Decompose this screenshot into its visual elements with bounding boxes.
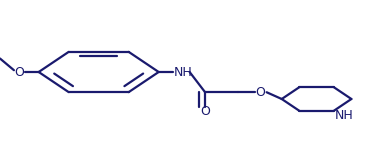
Text: O: O	[255, 86, 265, 99]
Text: O: O	[200, 105, 210, 118]
Text: NH: NH	[334, 109, 353, 122]
Text: NH: NH	[173, 66, 192, 78]
Text: O: O	[14, 66, 24, 78]
